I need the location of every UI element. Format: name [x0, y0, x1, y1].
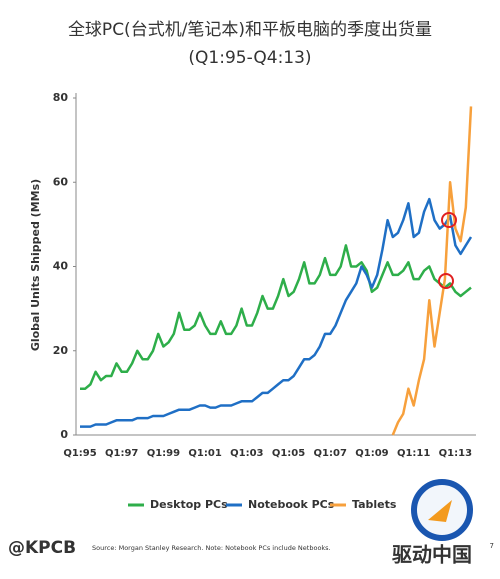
y-axis-label: Global Units Shipped (MMs): [29, 179, 42, 351]
legend-label: Tablets: [352, 498, 397, 511]
legend-label: Notebook PCs: [248, 498, 335, 511]
x-tick-label: Q1:09: [355, 448, 388, 459]
y-tick-label: 60: [53, 175, 69, 188]
source-note: Source: Morgan Stanley Research. Note: N…: [92, 544, 331, 552]
x-tick-label: Q1:07: [314, 448, 347, 459]
brand: @KPCB: [8, 538, 76, 558]
x-tick-label: Q1:05: [272, 448, 305, 459]
chart-title: 全球PC(台式机/笔记本)和平板电脑的季度出货量: [68, 20, 432, 40]
chart-subtitle: (Q1:95-Q4:13): [188, 48, 311, 68]
x-tick-label: Q1:13: [439, 448, 472, 459]
page-number: 7: [490, 542, 494, 550]
legend-label: Desktop PCs: [150, 498, 228, 511]
y-tick-label: 80: [53, 91, 69, 104]
plot-area: 0 20 40 60 80 Q1:95 Q1:97 Q1:99 Q1:01 Q1:03 Q1:05 Q…: [53, 91, 476, 459]
y-tick-label: 0: [60, 428, 68, 441]
watermark: 驱动中国: [392, 543, 472, 567]
x-tick-label: Q1:01: [188, 448, 221, 459]
watermark-logo: [428, 500, 452, 522]
x-tick-label: Q1:95: [63, 448, 96, 459]
highlight-circle: [438, 273, 454, 289]
y-tick-label: 20: [53, 344, 69, 357]
x-tick-label: Q1:11: [397, 448, 430, 459]
series-line: [80, 197, 473, 428]
series-line: [391, 106, 473, 436]
x-tick-label: Q1:03: [230, 448, 263, 459]
x-tick-label: Q1:97: [105, 448, 138, 459]
x-tick-label: Q1:99: [147, 448, 180, 459]
highlight-circle: [441, 212, 457, 228]
y-tick-label: 40: [53, 260, 69, 273]
series-line: [80, 244, 472, 390]
